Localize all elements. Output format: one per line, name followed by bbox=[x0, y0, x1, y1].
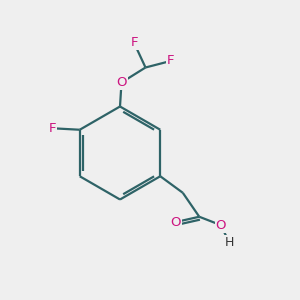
Text: F: F bbox=[48, 122, 56, 135]
Text: H: H bbox=[225, 236, 234, 249]
Text: O: O bbox=[170, 216, 181, 229]
Text: O: O bbox=[216, 219, 226, 232]
Text: F: F bbox=[130, 36, 138, 50]
Text: O: O bbox=[116, 76, 127, 89]
Text: F: F bbox=[167, 54, 175, 68]
